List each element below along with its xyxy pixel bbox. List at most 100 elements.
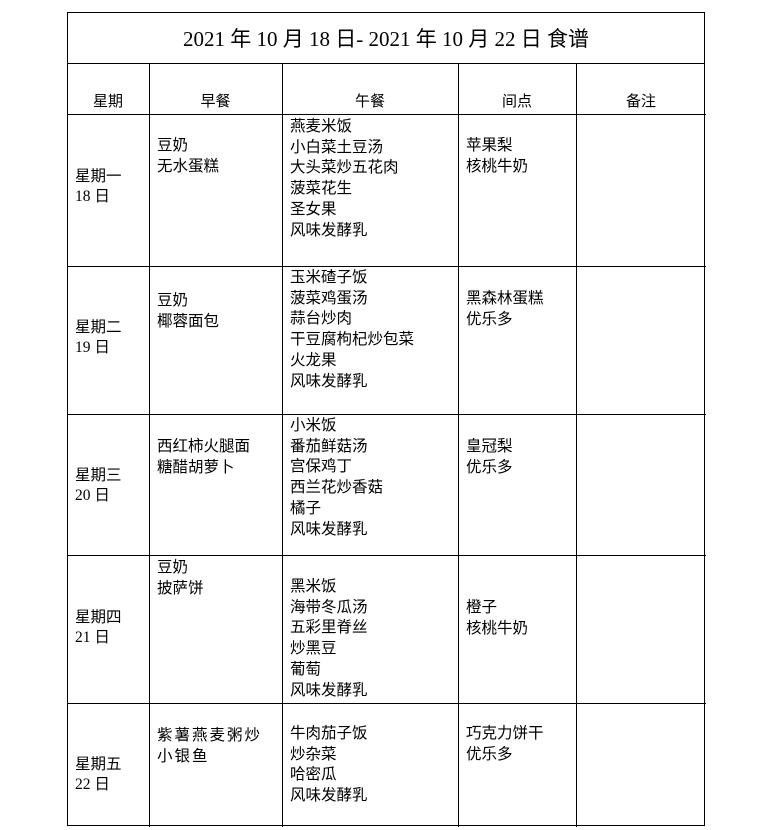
menu-item: 皇冠梨 bbox=[466, 437, 513, 455]
menu-item: 优乐多 bbox=[466, 309, 513, 328]
row-2-breakfast-cell: 豆奶 椰蓉面包 bbox=[149, 266, 283, 415]
menu-item: 干豆腐枸杞炒包菜 bbox=[290, 330, 415, 349]
menu-item: 披萨饼 bbox=[157, 578, 204, 597]
breakfast-text: 豆奶 椰蓉面包 bbox=[157, 290, 219, 331]
snack-text: 巧克力饼干 优乐多 bbox=[466, 723, 544, 764]
menu-item: 糖醋胡萝卜 bbox=[157, 457, 235, 476]
row-3-snack-cell: 皇冠梨 优乐多 bbox=[458, 414, 577, 556]
row-2-lunch-cell: 玉米碴子饭菠菜鸡蛋汤蒜台炒肉干豆腐枸杞炒包菜 火龙果风味发酵乳 bbox=[282, 266, 459, 415]
menu-item: 小白菜土豆汤 bbox=[290, 137, 384, 156]
row-5-snack-cell: 巧克力饼干 优乐多 bbox=[458, 703, 577, 827]
menu-item: 葡萄 bbox=[290, 659, 322, 678]
day-text: 星期四 21 日 bbox=[75, 607, 122, 648]
row-1-day-cell: 星期一 18 日 bbox=[67, 114, 150, 267]
row-2-snack-cell: 黑森林蛋糕 优乐多 bbox=[458, 266, 577, 415]
menu-item: 蒜台炒肉 bbox=[290, 309, 353, 328]
menu-item: 豆奶 bbox=[157, 558, 189, 576]
menu-item: 番茄鲜菇汤 bbox=[290, 436, 368, 455]
menu-item: 无水蛋糕 bbox=[157, 156, 220, 175]
breakfast-text: 豆奶 无水蛋糕 bbox=[157, 135, 219, 176]
menu-item: 黑森林蛋糕 bbox=[466, 289, 544, 307]
menu-item: 西红柿火腿面 bbox=[157, 437, 251, 455]
row-5-lunch-cell: 牛肉茄子饭 炒杂菜 哈密瓜 风味发酵乳 bbox=[282, 703, 459, 827]
weekday-label: 星期二 bbox=[75, 318, 122, 336]
row-3-lunch-cell: 小米饭番茄鲜菇汤宫保鸡丁西兰花炒香菇 橘子风味发酵乳 bbox=[282, 414, 459, 556]
day-text: 星期五 22 日 bbox=[75, 754, 122, 795]
header-day: 星期 bbox=[67, 63, 150, 115]
header-snack: 间点 bbox=[458, 63, 577, 115]
header-breakfast: 早餐 bbox=[149, 63, 283, 115]
row-5-breakfast-cell: 紫薯燕麦粥炒小银鱼 bbox=[149, 703, 283, 827]
menu-item: 小米饭 bbox=[290, 416, 337, 434]
date-label: 18 日 bbox=[75, 187, 110, 205]
menu-item: 苹果梨 bbox=[466, 136, 513, 154]
snack-text: 橙子 核桃牛奶 bbox=[466, 597, 528, 638]
menu-item: 风味发酵乳 bbox=[290, 371, 368, 390]
menu-item: 菠菜花生 bbox=[290, 179, 353, 198]
menu-table bbox=[67, 12, 705, 826]
menu-item: 火龙果 bbox=[290, 350, 337, 369]
menu-item: 优乐多 bbox=[466, 457, 513, 476]
lunch-text: 玉米碴子饭菠菜鸡蛋汤蒜台炒肉干豆腐枸杞炒包菜 火龙果风味发酵乳 bbox=[290, 267, 414, 391]
menu-item: 风味发酵乳 bbox=[290, 519, 368, 538]
menu-item: 玉米碴子饭 bbox=[290, 268, 368, 286]
menu-item: 海带冬瓜汤 bbox=[290, 597, 368, 616]
date-label: 21 日 bbox=[75, 628, 110, 646]
breakfast-text: 紫薯燕麦粥炒小银鱼 bbox=[157, 725, 275, 766]
menu-item: 核桃牛奶 bbox=[466, 156, 529, 175]
menu-item: 豆奶 bbox=[157, 291, 189, 309]
date-label: 20 日 bbox=[75, 486, 110, 504]
row-1-lunch-cell: 燕麦米饭小白菜土豆汤 大头菜炒五花肉 菠菜花生 圣女果风味发酵乳 bbox=[282, 114, 459, 267]
menu-item: 西兰花炒香菇 bbox=[290, 478, 384, 497]
row-2-day-cell: 星期二 19 日 bbox=[67, 266, 150, 415]
weekday-label: 星期一 bbox=[75, 167, 122, 185]
day-text: 星期二 19 日 bbox=[75, 317, 122, 358]
day-text: 星期三 20 日 bbox=[75, 465, 122, 506]
weekday-label: 星期三 bbox=[75, 466, 122, 484]
row-1-snack-cell: 苹果梨 核桃牛奶 bbox=[458, 114, 577, 267]
menu-item: 核桃牛奶 bbox=[466, 618, 529, 637]
menu-item: 风味发酵乳 bbox=[290, 220, 368, 239]
row-3-day-cell: 星期三 20 日 bbox=[67, 414, 150, 556]
menu-item: 豆奶 bbox=[157, 136, 189, 154]
menu-item: 菠菜鸡蛋汤 bbox=[290, 288, 368, 307]
row-4-lunch-cell: 黑米饭 海带冬瓜汤 五彩里脊丝 炒黑豆 葡萄 风味发酵乳 bbox=[282, 555, 459, 704]
row-1-breakfast-cell: 豆奶 无水蛋糕 bbox=[149, 114, 283, 267]
menu-item: 巧克力饼干 bbox=[466, 724, 544, 742]
menu-item: 燕麦米饭 bbox=[290, 117, 353, 135]
menu-item: 圣女果 bbox=[290, 199, 337, 218]
menu-item: 紫薯燕麦粥炒小银鱼 bbox=[157, 726, 263, 765]
menu-item: 椰蓉面包 bbox=[157, 311, 220, 330]
menu-item: 橙子 bbox=[466, 598, 498, 616]
lunch-text: 黑米饭 海带冬瓜汤 五彩里脊丝 炒黑豆 葡萄 风味发酵乳 bbox=[290, 576, 368, 700]
row-3-note-cell bbox=[576, 414, 706, 556]
menu-item: 大头菜炒五花肉 bbox=[290, 158, 399, 177]
snack-text: 皇冠梨 优乐多 bbox=[466, 436, 513, 477]
menu-item: 牛肉茄子饭 bbox=[290, 724, 368, 742]
row-2-note-cell bbox=[576, 266, 706, 415]
header-note: 备注 bbox=[576, 63, 706, 115]
lunch-text: 牛肉茄子饭 炒杂菜 哈密瓜 风味发酵乳 bbox=[290, 723, 368, 806]
menu-item: 风味发酵乳 bbox=[290, 786, 368, 805]
menu-item: 橘子 bbox=[290, 498, 322, 517]
date-label: 19 日 bbox=[75, 338, 110, 356]
title-divider bbox=[67, 12, 705, 64]
row-4-note-cell bbox=[576, 555, 706, 704]
menu-item: 宫保鸡丁 bbox=[290, 457, 353, 476]
row-1-note-cell bbox=[576, 114, 706, 267]
snack-text: 黑森林蛋糕 优乐多 bbox=[466, 288, 544, 329]
menu-item: 优乐多 bbox=[466, 744, 513, 763]
menu-item: 风味发酵乳 bbox=[290, 680, 368, 699]
menu-item: 黑米饭 bbox=[290, 577, 337, 595]
lunch-text: 燕麦米饭小白菜土豆汤 大头菜炒五花肉 菠菜花生 圣女果风味发酵乳 bbox=[290, 116, 399, 240]
page-title: 2021 年 10 月 18 日- 2021 年 10 月 22 日 食谱 bbox=[183, 27, 589, 51]
breakfast-text: 西红柿火腿面 糖醋胡萝卜 bbox=[157, 436, 250, 477]
row-5-day-cell: 星期五 22 日 bbox=[67, 703, 150, 827]
snack-text: 苹果梨 核桃牛奶 bbox=[466, 135, 528, 176]
row-4-snack-cell: 橙子 核桃牛奶 bbox=[458, 555, 577, 704]
weekday-label: 星期五 bbox=[75, 755, 122, 773]
row-4-breakfast-cell: 豆奶 披萨饼 bbox=[149, 555, 283, 704]
date-label: 22 日 bbox=[75, 775, 110, 793]
lunch-text: 小米饭番茄鲜菇汤宫保鸡丁西兰花炒香菇 橘子风味发酵乳 bbox=[290, 415, 383, 539]
header-lunch: 午餐 bbox=[282, 63, 459, 115]
